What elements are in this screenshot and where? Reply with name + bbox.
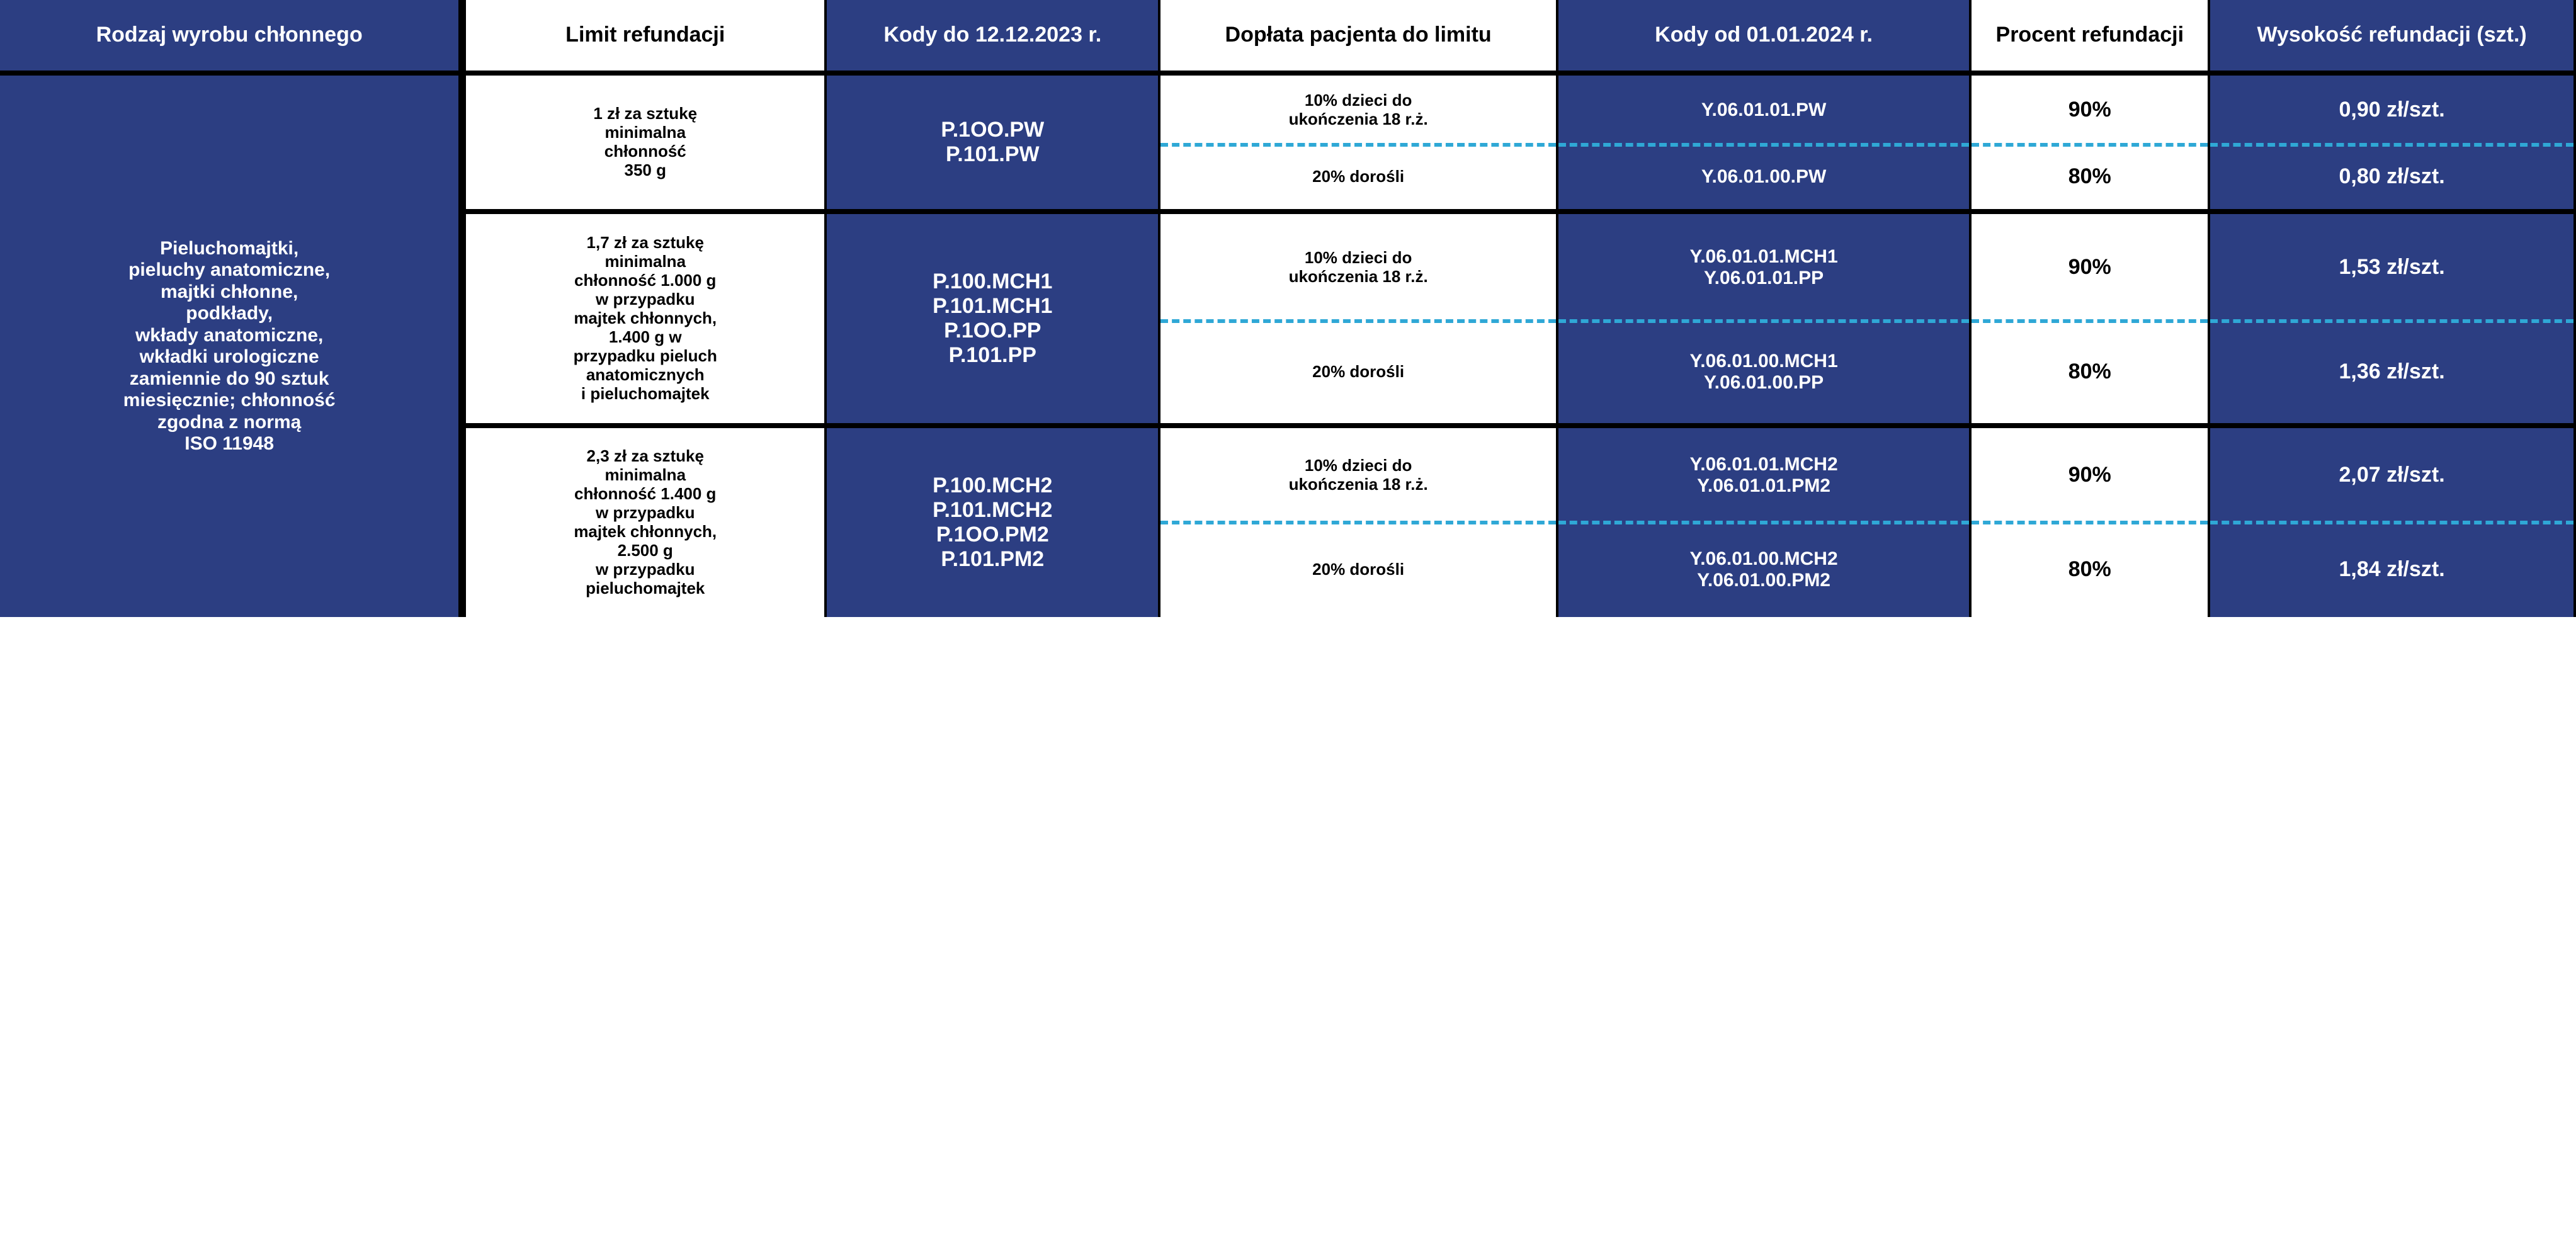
limit-cell: 1 zł za sztukę minimalna chłonność 350 g [461, 76, 827, 214]
col-header-amount: Wysokość refundacji (szt.) [2210, 0, 2576, 76]
amount-cell: 0,80 zł/szt. [2210, 145, 2576, 214]
codes-new-cell: Y.06.01.00.PW [1558, 145, 1972, 214]
col-header-percent: Procent refundacji [1972, 0, 2210, 76]
col-header-codes-new: Kody od 01.01.2024 r. [1558, 0, 1972, 76]
limit-cell: 2,3 zł za sztukę minimalna chłonność 1.4… [461, 428, 827, 617]
amount-cell: 1,53 zł/szt. [2210, 214, 2576, 321]
codes-old-cell: P.1OO.PW P.101.PW [827, 76, 1160, 214]
amount-cell: 0,90 zł/szt. [2210, 76, 2576, 145]
col-header-copay: Dopłata pacjenta do limitu [1160, 0, 1558, 76]
codes-new-cell: Y.06.01.01.MCH1 Y.06.01.01.PP [1558, 214, 1972, 321]
copay-cell: 20% dorośli [1160, 145, 1558, 214]
codes-old-cell: P.100.MCH1 P.101.MCH1 P.1OO.PP P.101.PP [827, 214, 1160, 428]
percent-cell: 90% [1972, 214, 2210, 321]
percent-cell: 80% [1972, 523, 2210, 617]
percent-cell: 80% [1972, 145, 2210, 214]
percent-cell: 90% [1972, 428, 2210, 523]
copay-cell: 10% dzieci do ukończenia 18 r.ż. [1160, 76, 1558, 145]
amount-cell: 2,07 zł/szt. [2210, 428, 2576, 523]
codes-new-cell: Y.06.01.00.MCH1 Y.06.01.00.PP [1558, 321, 1972, 428]
amount-cell: 1,36 zł/szt. [2210, 321, 2576, 428]
refund-table: Rodzaj wyrobu chłonnego Limit refundacji… [0, 0, 2576, 617]
copay-cell: 20% dorośli [1160, 321, 1558, 428]
amount-cell: 1,84 zł/szt. [2210, 523, 2576, 617]
codes-old-cell: P.100.MCH2 P.101.MCH2 P.1OO.PM2 P.101.PM… [827, 428, 1160, 617]
codes-new-cell: Y.06.01.00.MCH2 Y.06.01.00.PM2 [1558, 523, 1972, 617]
limit-cell: 1,7 zł za sztukę minimalna chłonność 1.0… [461, 214, 827, 428]
codes-new-cell: Y.06.01.01.PW [1558, 76, 1972, 145]
codes-new-cell: Y.06.01.01.MCH2 Y.06.01.01.PM2 [1558, 428, 1972, 523]
copay-cell: 10% dzieci do ukończenia 18 r.ż. [1160, 214, 1558, 321]
copay-cell: 10% dzieci do ukończenia 18 r.ż. [1160, 428, 1558, 523]
col-header-codes-old: Kody do 12.12.2023 r. [827, 0, 1160, 76]
copay-cell: 20% dorośli [1160, 523, 1558, 617]
col-header-type: Rodzaj wyrobu chłonnego [0, 0, 461, 76]
percent-cell: 90% [1972, 76, 2210, 145]
col-header-limit: Limit refundacji [461, 0, 827, 76]
product-type-label: Pieluchomajtki, pieluchy anatomiczne, ma… [0, 76, 461, 617]
percent-cell: 80% [1972, 321, 2210, 428]
